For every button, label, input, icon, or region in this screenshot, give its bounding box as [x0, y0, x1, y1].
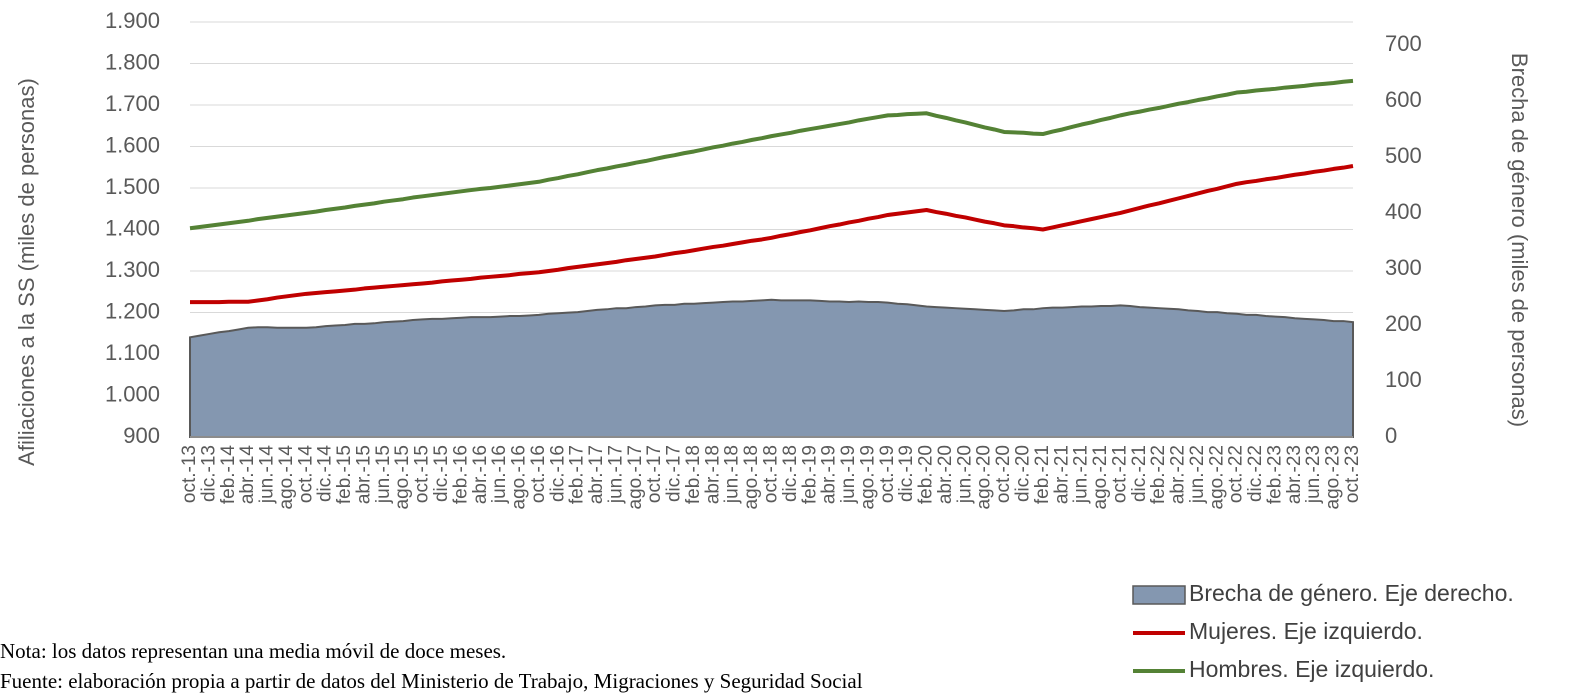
y-tick-label: 1.000 [105, 381, 160, 406]
y2-tick-label: 100 [1385, 367, 1422, 392]
x-tick-label: ago.-23 [1323, 445, 1344, 509]
x-tick-label: abr.-18 [702, 445, 723, 504]
y-tick-label: 1.800 [105, 49, 160, 74]
x-tick-label: feb.-23 [1264, 445, 1285, 504]
x-tick-label: dic.-20 [1012, 445, 1033, 502]
x-tick-label: jun.-17 [605, 445, 626, 504]
x-tick-label: dic.-19 [896, 445, 917, 502]
y-tick-label: 900 [123, 423, 160, 448]
x-tick-label: feb.-15 [334, 445, 355, 504]
x-tick-label: ago.-19 [857, 445, 878, 509]
x-tick-label: ago.-17 [625, 445, 646, 509]
y-tick-label: 1.500 [105, 174, 160, 199]
area [189, 298, 1354, 438]
x-tick-label: feb.-22 [1148, 445, 1169, 504]
x-tick-label: jun.-21 [1071, 445, 1092, 504]
y2-tick-label: 0 [1385, 423, 1397, 448]
legend-label: Mujeres. Eje izquierdo. [1189, 618, 1423, 644]
x-tick-label: abr.-17 [586, 445, 607, 504]
x-tick-label: abr.-19 [819, 445, 840, 504]
x-tick-label: feb.-17 [567, 445, 588, 504]
y2-tick-label: 400 [1385, 199, 1422, 224]
x-tick-label: ago.-16 [509, 445, 530, 509]
x-tick-label: ago.-15 [392, 445, 413, 509]
x-tick-label: oct.-20 [993, 445, 1014, 503]
x-tick-label: abr.-23 [1284, 445, 1305, 504]
x-tick-label: dic.-13 [198, 445, 219, 502]
legend-swatch [1132, 585, 1186, 605]
x-tick-label: feb.-19 [799, 445, 820, 504]
y-tick-label: 1.700 [105, 91, 160, 116]
x-tick-label: jun.-20 [954, 445, 975, 504]
x-tick-label: dic.-17 [664, 445, 685, 502]
x-tick-label: ago.-21 [1090, 445, 1111, 509]
x-tick-label: oct.-15 [412, 445, 433, 503]
x-tick-label: jun.-18 [722, 445, 743, 504]
y-tick-label: 1.200 [105, 298, 160, 323]
y-tick-label: 1.400 [105, 215, 160, 240]
x-tick-label: jun.-22 [1187, 445, 1208, 504]
y-tick-label: 1.300 [105, 257, 160, 282]
y-tick-label: 1.600 [105, 132, 160, 157]
x-tick-label: abr.-14 [237, 445, 258, 505]
note: Nota: los datos representan una media mó… [0, 639, 506, 663]
x-tick-label: abr.-20 [935, 445, 956, 504]
source: Fuente: elaboración propia a partir de d… [0, 669, 863, 693]
y-tick-label: 1.100 [105, 340, 160, 365]
x-tick-label: abr.-22 [1168, 445, 1189, 504]
y2-tick-label: 500 [1385, 143, 1422, 168]
x-tick-label: dic.-22 [1245, 445, 1266, 502]
x-tick-label: oct.-13 [179, 445, 200, 503]
x-tick-label: oct.-21 [1109, 445, 1130, 503]
x-tick-label: abr.-21 [1051, 445, 1072, 504]
x-tick-label: abr.-16 [470, 445, 491, 504]
x-tick-label: oct.-16 [528, 445, 549, 503]
x-tick-label: oct.-17 [644, 445, 665, 503]
x-tick-label: feb.-21 [1032, 445, 1053, 504]
x-tick-label: jun.-16 [489, 445, 510, 504]
y2-tick-label: 200 [1385, 311, 1422, 336]
x-tick-label: oct.-22 [1226, 445, 1247, 503]
y2-tick-label: 700 [1385, 31, 1422, 56]
x-tick-label: ago.-14 [276, 445, 297, 510]
legend-label: Hombres. Eje izquierdo. [1189, 656, 1434, 682]
x-tick-label: abr.-15 [353, 445, 374, 504]
x-tick-label: oct.-14 [295, 445, 316, 504]
x-tick-label: feb.-20 [916, 445, 937, 504]
x-tick-label: oct.-23 [1342, 445, 1363, 503]
legend-label: Brecha de género. Eje derecho. [1189, 580, 1514, 606]
x-tick-label: ago.-22 [1206, 445, 1227, 509]
y-tick-label: 1.900 [105, 8, 160, 33]
x-tick-label: dic.-18 [780, 445, 801, 502]
x-tick-label: oct.-18 [761, 445, 782, 503]
x-tick-label: oct.-19 [877, 445, 898, 503]
x-tick-label: jun.-15 [373, 445, 394, 504]
line [189, 78, 1354, 231]
x-tick-label: dic.-14 [315, 445, 336, 502]
x-tick-label: ago.-18 [741, 445, 762, 509]
line [190, 164, 1354, 305]
x-tick-label: feb.-18 [683, 445, 704, 504]
x-tick-label: ago.-20 [974, 445, 995, 509]
x-tick-label: jun.-14 [257, 445, 278, 505]
x-tick-label: jun.-23 [1303, 445, 1324, 504]
x-tick-label: feb.-16 [450, 445, 471, 504]
x-tick-label: feb.-14 [218, 445, 239, 505]
y2-tick-label: 300 [1385, 255, 1422, 280]
x-tick-label: jun.-19 [838, 445, 859, 504]
x-tick-label: dic.-15 [431, 445, 452, 502]
y2-tick-label: 600 [1385, 87, 1422, 112]
y2-axis-title: Brecha de género (miles de personas) [1507, 53, 1532, 427]
x-tick-label: dic.-16 [547, 445, 568, 502]
y-axis-title: Afiliaciones a la SS (miles de personas) [14, 78, 39, 466]
x-tick-label: dic.-21 [1129, 445, 1150, 502]
